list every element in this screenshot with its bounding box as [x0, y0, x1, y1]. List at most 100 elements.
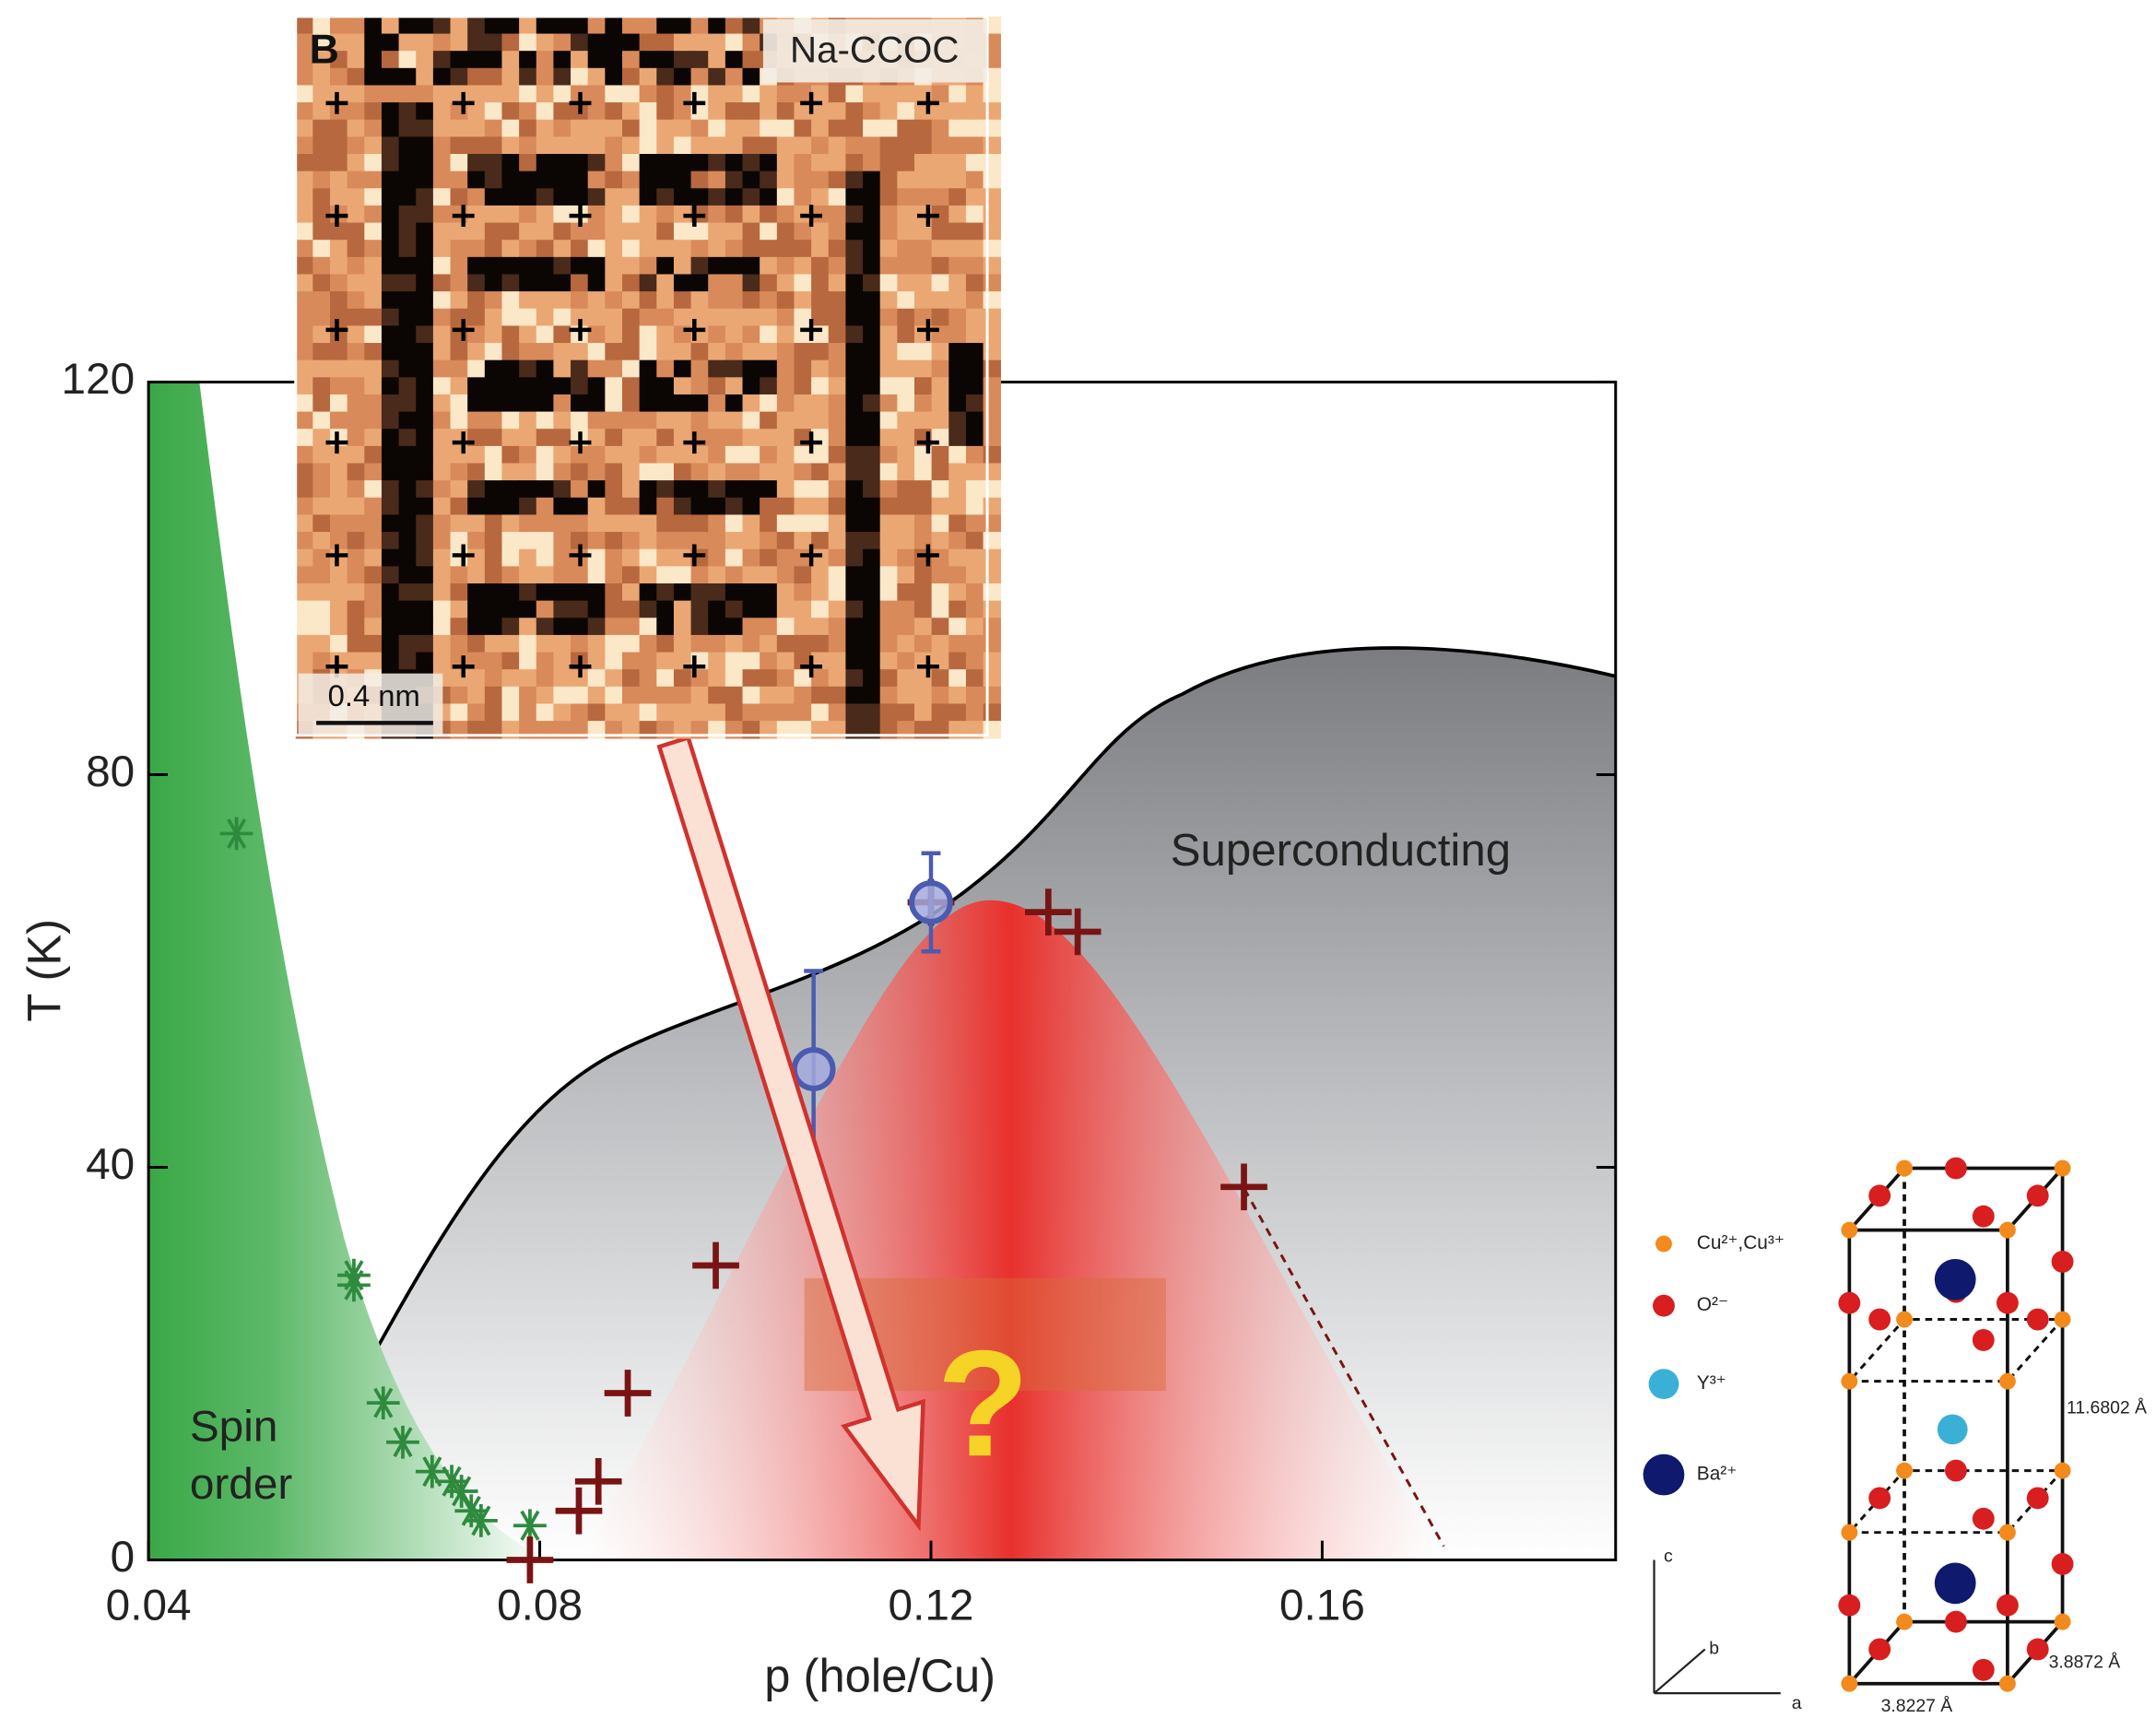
- stm-pixel: [312, 120, 330, 137]
- stm-pixel: [433, 498, 451, 515]
- stm-pixel: [553, 206, 571, 223]
- stm-pixel: [897, 136, 914, 154]
- stm-pixel: [605, 223, 622, 241]
- stm-pixel: [467, 34, 485, 52]
- stm-pixel: [966, 343, 984, 360]
- stm-pixel: [897, 464, 914, 481]
- stm-pixel: [863, 566, 880, 583]
- stm-pixel: [399, 120, 417, 137]
- stm-pixel: [743, 618, 760, 635]
- stm-pixel: [364, 325, 382, 343]
- stm-pixel: [725, 498, 743, 515]
- stm-pixel: [364, 68, 382, 86]
- axis-letter: b: [1709, 1639, 1719, 1659]
- stm-pixel: [605, 669, 622, 687]
- stm-pixel: [760, 618, 777, 635]
- stm-pixel: [501, 412, 519, 430]
- stm-pixel: [863, 325, 880, 343]
- o-atom: [1838, 1594, 1860, 1617]
- stm-pixel: [382, 566, 399, 583]
- stm-pixel: [519, 653, 536, 670]
- stm-pixel: [829, 601, 846, 618]
- stm-pixel: [674, 549, 691, 567]
- stm-pixel: [811, 120, 829, 137]
- stm-pixel: [845, 102, 863, 120]
- stm-pixel: [656, 325, 674, 343]
- stm-pixel: [553, 136, 571, 154]
- stm-pixel: [863, 102, 880, 120]
- stm-pixel: [708, 514, 725, 532]
- legend-dot: [1653, 1295, 1675, 1317]
- stm-pixel: [708, 601, 725, 618]
- stm-pixel: [794, 480, 811, 498]
- stm-pixel: [829, 566, 846, 583]
- stm-pixel: [966, 653, 984, 670]
- stm-pixel: [605, 136, 622, 154]
- stm-pixel: [777, 360, 795, 378]
- stm-pixel: [674, 514, 691, 532]
- stm-pixel: [330, 618, 348, 635]
- stm-pixel: [416, 446, 433, 464]
- stm-pixel: [760, 257, 777, 275]
- stm-pixel: [399, 240, 417, 257]
- stm-pixel: [519, 102, 536, 120]
- stm-pixel: [880, 412, 898, 430]
- stm-pixel: [622, 34, 640, 52]
- stm-pixel: [777, 240, 795, 257]
- stm-pixel: [467, 687, 485, 704]
- stm-pixel: [984, 136, 1001, 154]
- stm-pixel: [588, 498, 606, 515]
- stm-pixel: [966, 309, 984, 326]
- stm-pixel: [416, 343, 433, 360]
- stm-pixel: [605, 274, 622, 291]
- stm-pixel: [845, 532, 863, 549]
- stm-pixel: [640, 85, 657, 102]
- stm-pixel: [364, 514, 382, 532]
- stm-pixel: [605, 154, 622, 171]
- stm-pixel: [640, 171, 657, 189]
- stm-pixel: [433, 377, 451, 394]
- stm-pixel: [519, 291, 536, 309]
- stm-pixel: [501, 566, 519, 583]
- stm-pixel: [674, 34, 691, 52]
- stm-pixel: [880, 446, 898, 464]
- stm-pixel: [622, 583, 640, 601]
- stm-pixel: [674, 618, 691, 635]
- stm-pixel: [536, 669, 554, 687]
- stm-pixel: [725, 514, 743, 532]
- stm-pixel: [966, 583, 984, 601]
- stm-pixel: [382, 188, 399, 206]
- stm-pixel: [760, 412, 777, 430]
- stm-pixel: [605, 120, 622, 137]
- stm-pixel: [467, 514, 485, 532]
- stm-pixel: [829, 514, 846, 532]
- stm-pixel: [777, 85, 795, 102]
- stm-pixel: [451, 240, 468, 257]
- stm-pixel: [605, 360, 622, 378]
- stm-pixel: [708, 120, 725, 137]
- stm-pixel: [330, 635, 348, 653]
- stm-pixel: [777, 343, 795, 360]
- stm-pixel: [348, 618, 365, 635]
- stm-pixel: [364, 377, 382, 394]
- stm-pixel: [811, 601, 829, 618]
- stm-pixel: [467, 446, 485, 464]
- stm-pixel: [485, 464, 502, 481]
- stm-pixel: [382, 601, 399, 618]
- stm-pixel: [829, 412, 846, 430]
- stm-pixel: [433, 343, 451, 360]
- stm-pixel: [725, 120, 743, 137]
- stm-pixel: [674, 257, 691, 275]
- stm-pixel: [330, 257, 348, 275]
- stm-pixel: [433, 360, 451, 378]
- stm-pixel: [519, 136, 536, 154]
- stm-pixel: [501, 514, 519, 532]
- stm-pixel: [433, 68, 451, 86]
- stm-pixel: [519, 51, 536, 68]
- stm-pixel: [674, 394, 691, 412]
- stm-pixel: [863, 171, 880, 189]
- stm-pixel: [622, 85, 640, 102]
- stm-pixel: [880, 188, 898, 206]
- stm-pixel: [863, 583, 880, 601]
- stm-pixel: [984, 464, 1001, 481]
